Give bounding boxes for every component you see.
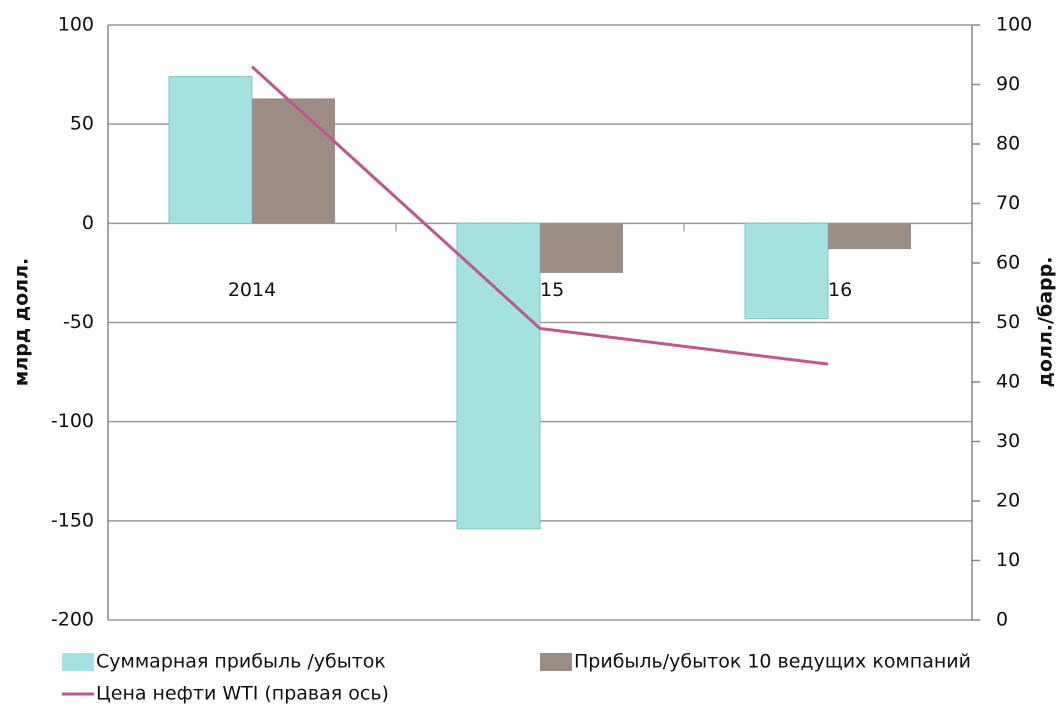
y2-tick-label: 20 xyxy=(996,490,1020,512)
y2-tick-label: 80 xyxy=(996,133,1020,155)
bar xyxy=(828,223,911,250)
legend-swatch xyxy=(62,653,94,671)
legend-swatch xyxy=(540,653,572,671)
bar xyxy=(456,222,541,530)
bar xyxy=(168,76,253,224)
y2-tick-label: 100 xyxy=(996,14,1032,36)
bar xyxy=(540,223,623,273)
y-tick-label: 50 xyxy=(70,113,94,135)
y2-tick-label: 60 xyxy=(996,252,1020,274)
y-axis-label: млрд долл. xyxy=(11,258,33,386)
y2-axis-label: долл./барр. xyxy=(1035,257,1057,388)
y2-tick-label: 30 xyxy=(996,430,1020,452)
legend-label: Цена нефти WTI (правая ось) xyxy=(96,683,389,705)
y2-tick-label: 0 xyxy=(996,609,1008,631)
x-tick-label: 2014 xyxy=(228,279,276,301)
bar xyxy=(252,98,335,224)
y2-tick-label: 90 xyxy=(996,73,1020,95)
y-tick-label: 100 xyxy=(58,14,94,36)
y-tick-label: -100 xyxy=(51,410,94,432)
y2-tick-label: 70 xyxy=(996,192,1020,214)
y-tick-label: -150 xyxy=(51,509,94,531)
line xyxy=(250,65,829,366)
y2-tick-label: 50 xyxy=(996,311,1020,333)
bar xyxy=(744,222,829,320)
y-tick-label: -200 xyxy=(51,609,94,631)
y2-tick-label: 10 xyxy=(996,549,1020,571)
legend-label: Суммарная прибыль /убыток xyxy=(96,651,386,673)
y2-tick-label: 40 xyxy=(996,371,1020,393)
y-tick-label: -50 xyxy=(63,311,94,333)
y-tick-label: 0 xyxy=(82,212,94,234)
legend-label: Прибыль/убыток 10 ведущих компаний xyxy=(574,651,971,673)
